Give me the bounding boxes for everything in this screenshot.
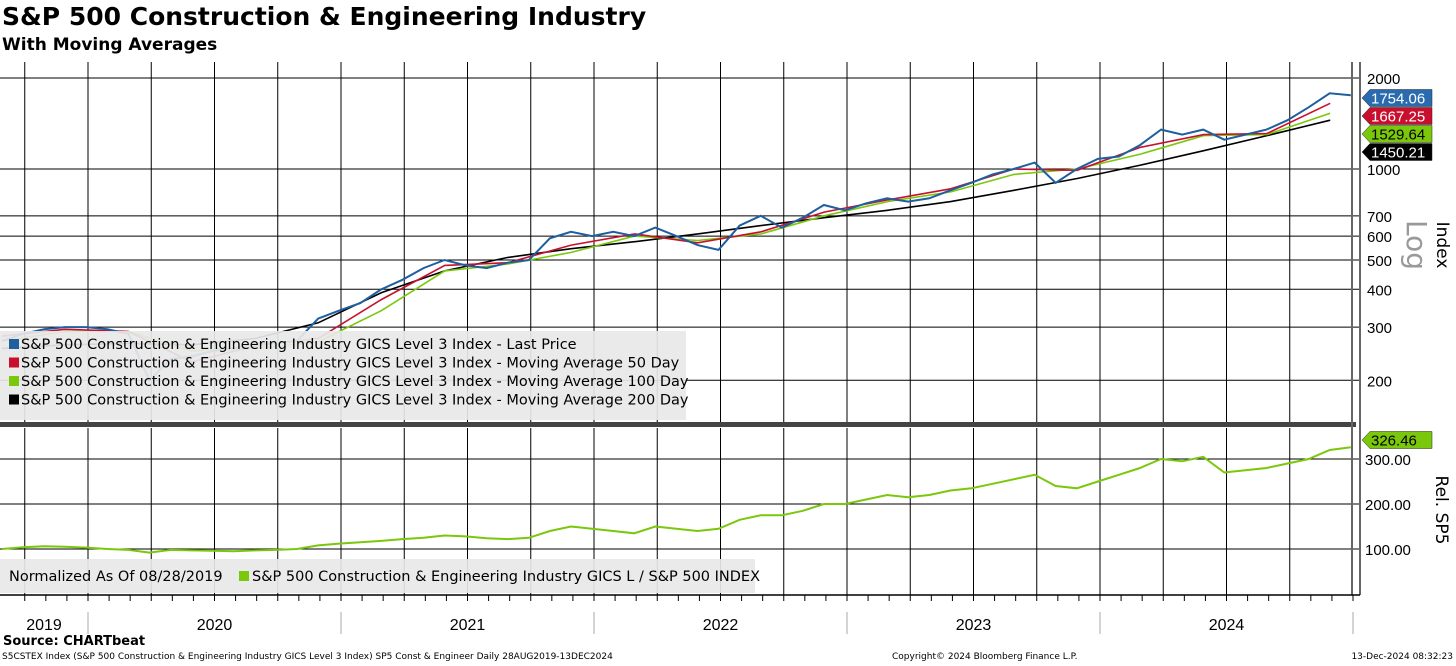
tag-ma100-shape xyxy=(1361,125,1433,143)
y-tick-label: 400 xyxy=(1367,282,1392,299)
normalized-note: Normalized As Of 08/28/2019 xyxy=(9,569,223,585)
legend-label: S&P 500 Construction & Engineering Indus… xyxy=(21,337,577,353)
tag-last-price-shape xyxy=(1361,89,1433,107)
legend-label: S&P 500 Construction & Engineering Indus… xyxy=(21,356,680,372)
tag-ma200-text: 1450.21 xyxy=(1371,145,1425,162)
y-tick-label: 1000 xyxy=(1367,162,1400,179)
tag-ma100-text: 1529.64 xyxy=(1371,127,1425,144)
x-tick-label: 2021 xyxy=(450,617,486,634)
x-tick-label: 2023 xyxy=(956,617,992,634)
legend-swatch xyxy=(239,571,249,581)
scale-label: Log xyxy=(1400,220,1433,270)
y-tick-label: 700 xyxy=(1367,209,1392,226)
tag-relative-shape xyxy=(1361,431,1433,449)
chart-subtitle: With Moving Averages xyxy=(2,35,218,55)
tag-ma100: 1529.64 xyxy=(1361,125,1433,144)
y-tick-label: 200 xyxy=(1367,373,1392,390)
y-tick-label: 100.00 xyxy=(1365,542,1411,559)
legend-label: S&P 500 Construction & Engineering Indus… xyxy=(21,374,689,390)
source-label: Source: CHARTbeat xyxy=(3,634,146,649)
tag-ma50-text: 1667.25 xyxy=(1371,109,1425,126)
y-axis-title-rel: Rel. SP5 xyxy=(1431,476,1451,545)
x-tick-label: 2020 xyxy=(197,617,233,634)
x-tick-label: 2024 xyxy=(1209,617,1245,634)
tag-ma200: 1450.21 xyxy=(1361,143,1433,162)
y-tick-label: 300.00 xyxy=(1365,452,1411,469)
y-tick-label: 200.00 xyxy=(1365,497,1411,514)
tag-ma50-shape xyxy=(1361,107,1433,125)
bottom-legend: Normalized As Of 08/28/2019 S&P 500 Const… xyxy=(0,559,760,593)
x-tick-label: 2022 xyxy=(703,617,739,634)
tag-ma200-shape xyxy=(1361,143,1433,161)
tag-last-price: 1754.06 xyxy=(1361,89,1433,108)
x-tick-label: 2019 xyxy=(26,617,62,634)
legend-label: S&P 500 Construction & Engineering Indus… xyxy=(21,393,689,409)
panel-divider xyxy=(0,422,1356,427)
legend-swatch xyxy=(9,357,19,368)
legend-swatch xyxy=(9,376,19,386)
tag-relative-text: 326.46 xyxy=(1371,433,1417,450)
y-tick-label: 2000 xyxy=(1367,71,1400,88)
legend-swatch xyxy=(9,339,19,349)
y-tick-label: 300 xyxy=(1367,320,1392,337)
legend-label: S&P 500 Construction & Engineering Indus… xyxy=(252,569,760,585)
y-tick-label: 500 xyxy=(1367,253,1392,270)
chart-title: S&P 500 Construction & Engineering Indus… xyxy=(2,2,647,31)
tag-relative: 326.46 xyxy=(1361,431,1433,450)
legend-bg xyxy=(0,559,755,593)
legend-swatch xyxy=(9,394,19,405)
copyright: Copyright© 2024 Bloomberg Finance L.P. xyxy=(892,652,1078,662)
timestamp: 13-Dec-2024 08:32:23 xyxy=(1351,652,1453,662)
tag-last-price-text: 1754.06 xyxy=(1371,91,1425,108)
ticker-info: S5CSTEX Index (S&P 500 Construction & En… xyxy=(2,652,613,662)
top-legend: S&P 500 Construction & Engineering Indus… xyxy=(0,331,689,420)
series-relative xyxy=(1,446,1351,554)
tag-ma50: 1667.25 xyxy=(1361,107,1433,126)
y-axis-title: Index xyxy=(1432,222,1452,269)
y-tick-label: 600 xyxy=(1367,229,1392,246)
legend-bg xyxy=(0,331,686,420)
